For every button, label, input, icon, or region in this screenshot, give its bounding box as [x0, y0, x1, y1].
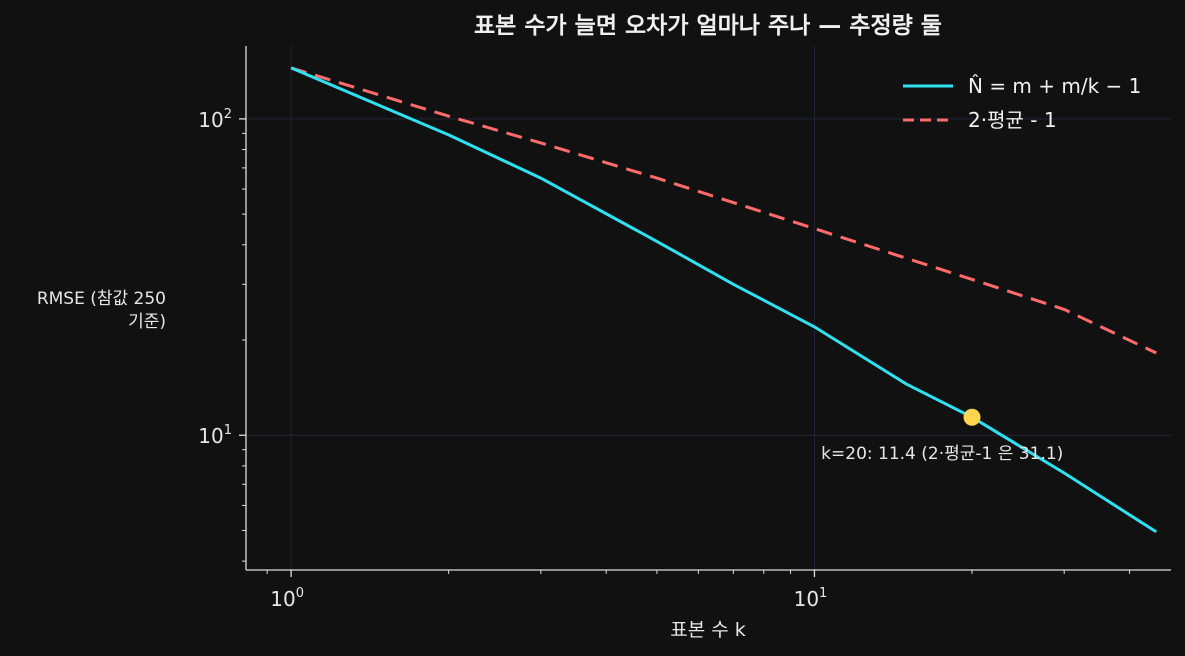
- grid: [246, 46, 1171, 570]
- x-tick-label: 100: [270, 586, 304, 611]
- series-line-estimator-n-hat: [290, 66, 1158, 534]
- y-axis-label-line-2: 기준): [128, 312, 166, 332]
- y-axis-label-line-1: RMSE (참값 250: [37, 289, 166, 309]
- x-tick-label: 101: [794, 586, 828, 611]
- x-axis-label: 표본 수 k: [670, 619, 746, 641]
- annotation-k20: k=20: 11.4 (2·평균-1 은 31.1): [821, 444, 1063, 464]
- legend: N̂ = m + m/k − 1 2·평균 - 1: [903, 74, 1141, 132]
- legend-label-two-mean: 2·평균 - 1: [968, 108, 1057, 132]
- y-tick-label: 101: [198, 423, 232, 448]
- chart-title: 표본 수가 늘면 오차가 얼마나 주나 — 추정량 둘: [474, 13, 942, 39]
- highlight-point-k20: [963, 408, 981, 426]
- y-tick-label: 102: [198, 107, 232, 132]
- series-line-two-mean: [290, 66, 1157, 355]
- legend-label-estimator-n-hat: N̂ = m + m/k − 1: [968, 74, 1141, 98]
- series-layer: [290, 66, 1158, 534]
- ticks: 100 101 101 102: [198, 107, 1131, 611]
